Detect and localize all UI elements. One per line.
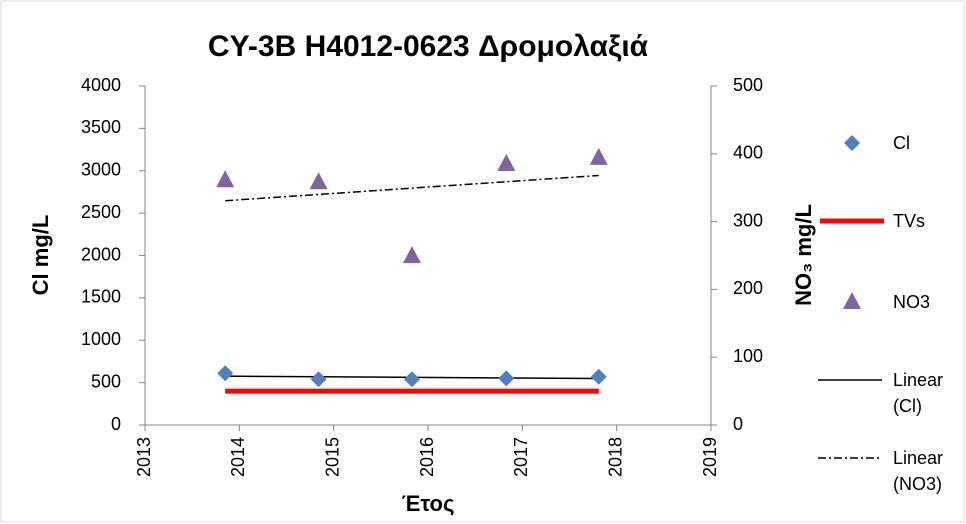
y2-tick-label: 400 xyxy=(733,143,763,163)
data-point xyxy=(402,246,421,264)
y2-tick-label: 500 xyxy=(733,75,763,95)
x-tick-label: 2019 xyxy=(700,437,720,477)
trendline xyxy=(225,174,599,202)
x-tick-label: 2013 xyxy=(134,437,154,477)
y-tick-label: 2500 xyxy=(81,202,121,222)
data-point xyxy=(403,371,420,388)
legend-symbol xyxy=(843,292,861,309)
data-point xyxy=(497,153,516,171)
x-tick-label: 2015 xyxy=(322,437,342,477)
y2-tick-label: 0 xyxy=(733,414,743,434)
legend-label: Linear (NO3) xyxy=(893,448,944,494)
y-tick-label: 1000 xyxy=(81,329,121,349)
data-point xyxy=(590,368,607,385)
y2-tick-label: 200 xyxy=(733,278,763,298)
x-axis-title: Έτος xyxy=(402,491,455,516)
y-tick-label: 2000 xyxy=(81,244,121,264)
legend-label: Cl xyxy=(893,133,910,153)
legend-label: Linear (Cl) xyxy=(893,370,944,416)
x-tick-label: 2016 xyxy=(417,437,437,477)
x-tick-label: 2017 xyxy=(511,437,531,477)
y-tick-label: 4000 xyxy=(81,75,121,95)
y2-tick-label: 300 xyxy=(733,210,763,230)
y-tick-label: 0 xyxy=(111,414,121,434)
data-point xyxy=(589,147,608,165)
y-axis-title: Cl mg/L xyxy=(28,215,53,296)
data-point xyxy=(216,170,235,188)
x-tick-label: 2018 xyxy=(605,437,625,477)
legend-label: NO3 xyxy=(893,292,931,312)
y-tick-label: 3500 xyxy=(81,117,121,137)
data-point xyxy=(498,370,515,387)
legend-symbol xyxy=(844,135,860,151)
y-tick-label: 3000 xyxy=(81,160,121,180)
data-point xyxy=(309,172,328,190)
y-tick-label: 500 xyxy=(91,371,121,391)
legend-label: TVs xyxy=(893,211,926,231)
chart-title: CY-3B H4012-0623 Δρομολαξιά xyxy=(208,30,649,63)
x-tick-label: 2014 xyxy=(228,437,248,477)
y-tick-label: 1500 xyxy=(81,287,121,307)
data-point xyxy=(310,371,327,388)
data-point xyxy=(217,365,234,382)
y2-axis-title: NO₃ mg/L xyxy=(791,204,816,306)
y2-tick-label: 100 xyxy=(733,346,763,366)
